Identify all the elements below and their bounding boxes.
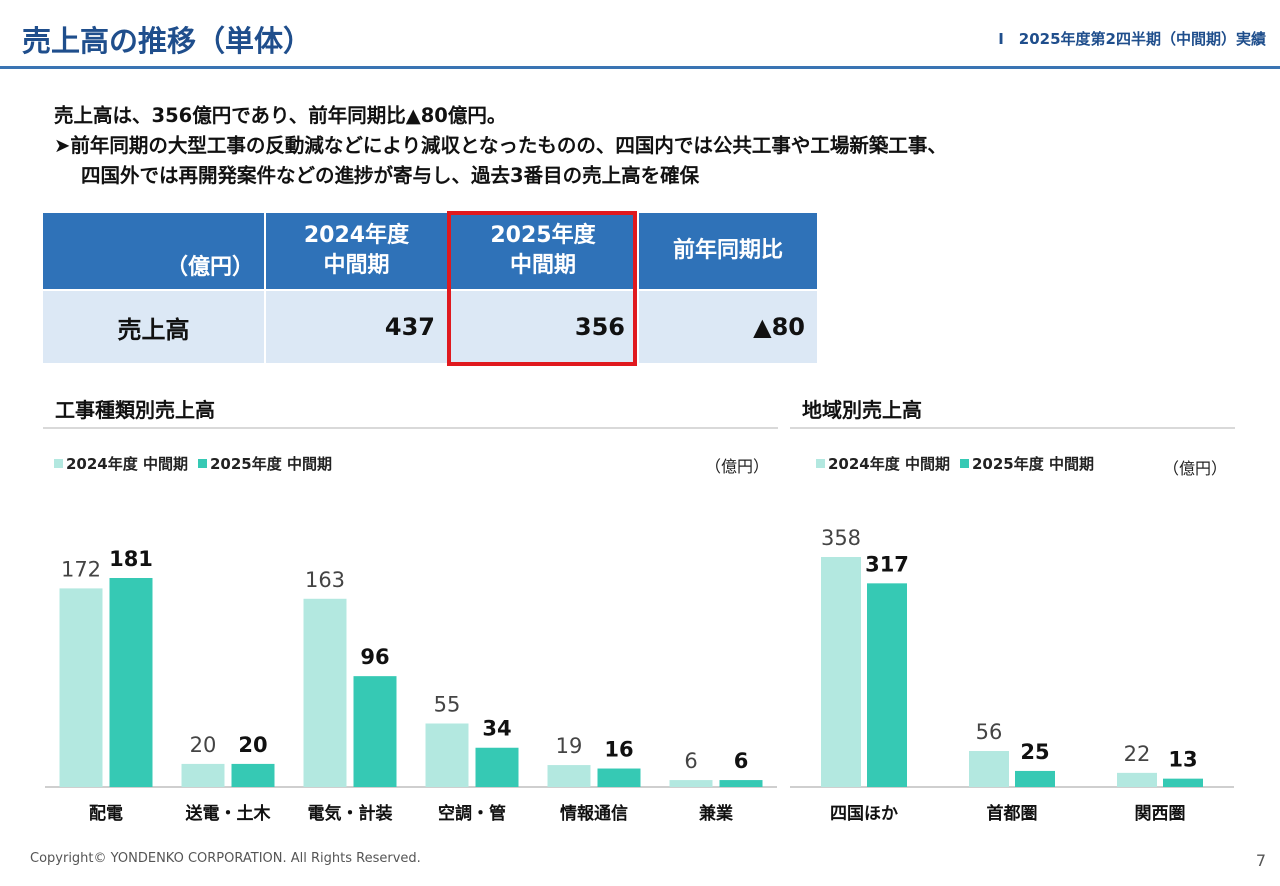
bar-prev <box>181 763 225 787</box>
bar-prev <box>547 765 591 787</box>
legend-swatch-prev <box>54 459 63 468</box>
diff-value: ▲80 <box>638 289 819 363</box>
data-label: 358 <box>821 526 861 550</box>
category-label: 空調・管 <box>438 803 506 824</box>
bar-curr <box>867 583 907 787</box>
bar-curr <box>353 676 397 787</box>
legend-swatch-curr <box>197 459 207 468</box>
bar-prev <box>1117 772 1157 787</box>
copyright: Copyright© YONDENKO CORPORATION. All Rig… <box>30 851 421 866</box>
legend-label-prev: 2024年度 中間期 <box>828 455 950 473</box>
legend-label-prev: 2024年度 中間期 <box>66 455 188 473</box>
curr-header-year: 2025年度 <box>490 223 596 248</box>
bar-prev <box>425 723 469 787</box>
category-label: 電気・計装 <box>308 803 393 824</box>
bar-prev <box>821 557 861 787</box>
prev-period-header: 2024年度 中間期 <box>265 213 449 290</box>
section-label: Ⅰ 2025年度第2四半期（中間期）実績 <box>998 30 1266 48</box>
bar-curr <box>597 768 641 787</box>
data-label: 96 <box>360 645 389 669</box>
prev-value: 437 <box>265 289 449 363</box>
diff-header: 前年同期比 <box>638 213 819 290</box>
summary-line-2-text: 前年同期の大型工事の反動減などにより減収となったものの、四国内では公共工事や工場… <box>70 134 947 157</box>
chart1-unit: （億円） <box>705 457 770 476</box>
category-label: 関西圏 <box>1135 804 1186 824</box>
chart1-title-rule <box>43 427 778 429</box>
category-label: 首都圏 <box>987 803 1038 824</box>
curr-value: 356 <box>448 289 639 363</box>
chart2-unit: （億円） <box>1163 459 1228 478</box>
category-label: 情報通信 <box>560 803 628 824</box>
data-label: 163 <box>305 568 345 592</box>
chart2-legend: 2024年度 中間期 2025年度 中間期 <box>816 453 1104 474</box>
category-label: 四国ほか <box>830 804 898 824</box>
data-label: 56 <box>976 720 1003 744</box>
data-label: 13 <box>1168 748 1197 772</box>
data-label: 34 <box>482 717 511 741</box>
chart1-legend: 2024年度 中間期 2025年度 中間期 <box>54 453 342 474</box>
bar-curr <box>1015 770 1055 787</box>
bar-curr <box>719 780 763 787</box>
data-label: 317 <box>865 552 909 576</box>
arrow-bullet-icon: ➤ <box>54 134 71 157</box>
chart1-title: 工事種類別売上高 <box>55 398 215 422</box>
header-divider <box>0 66 1280 69</box>
data-label: 22 <box>1124 742 1151 766</box>
table-header-row: （億円） 2024年度 中間期 2025年度 中間期 前年同期比 <box>43 213 819 290</box>
legend-item-prev: 2024年度 中間期 <box>816 453 950 474</box>
legend-swatch-curr <box>959 459 969 468</box>
legend-swatch-prev <box>816 459 825 468</box>
bar-curr <box>1163 778 1203 787</box>
summary-line-2: ➤ 前年同期の大型工事の反動減などにより減収となったものの、四国内では公共工事や… <box>54 131 1254 161</box>
legend-label-curr: 2025年度 中間期 <box>971 455 1094 473</box>
bar-curr <box>231 763 275 787</box>
sales-table: （億円） 2024年度 中間期 2025年度 中間期 前年同期比 売上高 437 3… <box>43 213 819 363</box>
summary-line-3: 四国外では再開発案件などの進捗が寄与し、過去3番目の売上高を確保 <box>81 164 700 187</box>
data-label: 16 <box>604 738 633 762</box>
summary-line-1: 売上高は、356億円であり、前年同期比▲80億円。 <box>54 104 507 127</box>
data-label: 19 <box>556 734 583 758</box>
data-label: 6 <box>734 749 749 773</box>
bar-prev <box>303 598 347 787</box>
data-label: 6 <box>684 749 697 773</box>
bar-curr <box>109 578 153 787</box>
unit-header: （億円） <box>43 213 266 290</box>
page-number: 7 <box>1255 851 1266 870</box>
chart2-title-rule <box>790 427 1235 429</box>
table-row: 売上高 437 356 ▲80 <box>43 289 819 363</box>
row-label: 売上高 <box>43 289 266 363</box>
legend-item-curr: 2025年度 中間期 <box>197 453 332 474</box>
chart2-title: 地域別売上高 <box>802 398 922 422</box>
bar-prev <box>669 780 713 787</box>
data-label: 20 <box>238 733 267 757</box>
prev-header-period: 中間期 <box>323 253 390 278</box>
data-label: 20 <box>190 733 217 757</box>
prev-header-year: 2024年度 <box>303 223 410 248</box>
data-label: 25 <box>1020 740 1049 764</box>
legend-label-curr: 2025年度 中間期 <box>209 455 332 473</box>
data-label: 55 <box>434 692 461 716</box>
legend-item-prev: 2024年度 中間期 <box>54 453 188 474</box>
curr-header-period: 中間期 <box>509 253 576 278</box>
data-label: 181 <box>109 547 153 571</box>
bar-prev <box>59 588 103 787</box>
category-label: 配電 <box>89 804 123 824</box>
bar-curr <box>475 747 519 787</box>
curr-period-header: 2025年度 中間期 <box>448 213 639 290</box>
highlight-box <box>447 211 637 366</box>
bar-prev <box>969 751 1009 787</box>
category-label: 兼業 <box>699 803 733 824</box>
summary: 売上高は、356億円であり、前年同期比▲80億円。 ➤ 前年同期の大型工事の反動… <box>54 101 1254 191</box>
category-label: 送電・土木 <box>186 803 272 824</box>
page-title: 売上高の推移（単体） <box>22 24 313 58</box>
legend-item-curr: 2025年度 中間期 <box>959 453 1094 474</box>
data-label: 172 <box>61 557 101 581</box>
